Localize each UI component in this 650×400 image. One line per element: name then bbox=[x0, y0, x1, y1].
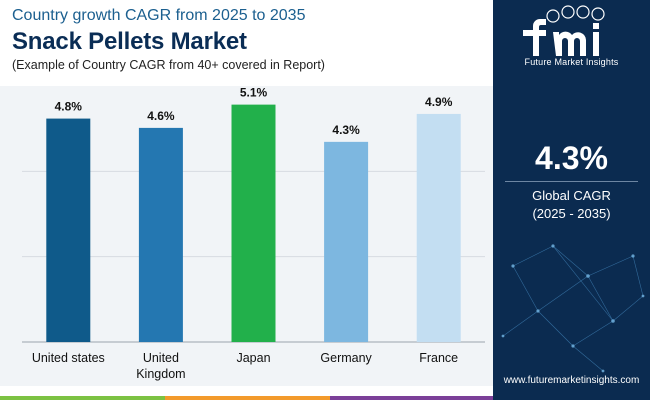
category-label: France bbox=[419, 351, 458, 365]
footer-color-bar bbox=[0, 396, 650, 400]
data-label: 4.8% bbox=[55, 100, 83, 114]
website-link[interactable]: www.futuremarketinsights.com bbox=[503, 375, 640, 386]
summary-sidebar: Future Market Insights 4.3% Global CAGR … bbox=[493, 0, 650, 400]
global-cagr-value: 4.3% bbox=[535, 140, 608, 176]
footer-segment-navy bbox=[493, 396, 650, 400]
bar-france bbox=[416, 113, 461, 342]
category-label: Germany bbox=[320, 351, 372, 365]
bar-japan bbox=[231, 104, 276, 342]
network-graphic-icon bbox=[501, 244, 645, 373]
data-label: 4.9% bbox=[425, 95, 453, 109]
category-label: United Kingdom bbox=[136, 351, 185, 381]
chart-header: Country growth CAGR from 2025 to 2035 Sn… bbox=[0, 0, 493, 80]
bar-united-kingdom bbox=[138, 127, 183, 343]
chart-note: (Example of Country CAGR from 40+ covere… bbox=[12, 58, 325, 72]
category-label: United states bbox=[32, 351, 105, 365]
bar-chart: 4.8% United states 4.6% United Kingdom 5.1% Ja… bbox=[22, 86, 485, 381]
global-cagr-label: Global CAGR bbox=[532, 188, 611, 203]
sidebar-divider bbox=[505, 181, 638, 182]
bar-germany bbox=[324, 141, 369, 342]
fmi-logo-icon bbox=[523, 5, 605, 56]
global-cagr-period: (2025 - 2035) bbox=[532, 206, 611, 221]
plot-area: 4.8% United states 4.6% United Kingdom 5.1% Ja… bbox=[0, 86, 493, 386]
bar-united-states bbox=[46, 118, 91, 342]
chart-title: Snack Pellets Market bbox=[12, 28, 247, 55]
category-label: Japan bbox=[236, 351, 270, 365]
chart-subtitle: Country growth CAGR from 2025 to 2035 bbox=[12, 7, 306, 24]
brand-name: Future Market Insights bbox=[524, 57, 619, 67]
footer-segment-green bbox=[0, 396, 165, 400]
footer-segment-orange bbox=[165, 396, 330, 400]
data-label: 4.6% bbox=[147, 109, 175, 123]
data-label: 4.3% bbox=[332, 123, 360, 137]
footer-segment-purple bbox=[330, 396, 493, 400]
data-label: 5.1% bbox=[240, 86, 268, 100]
